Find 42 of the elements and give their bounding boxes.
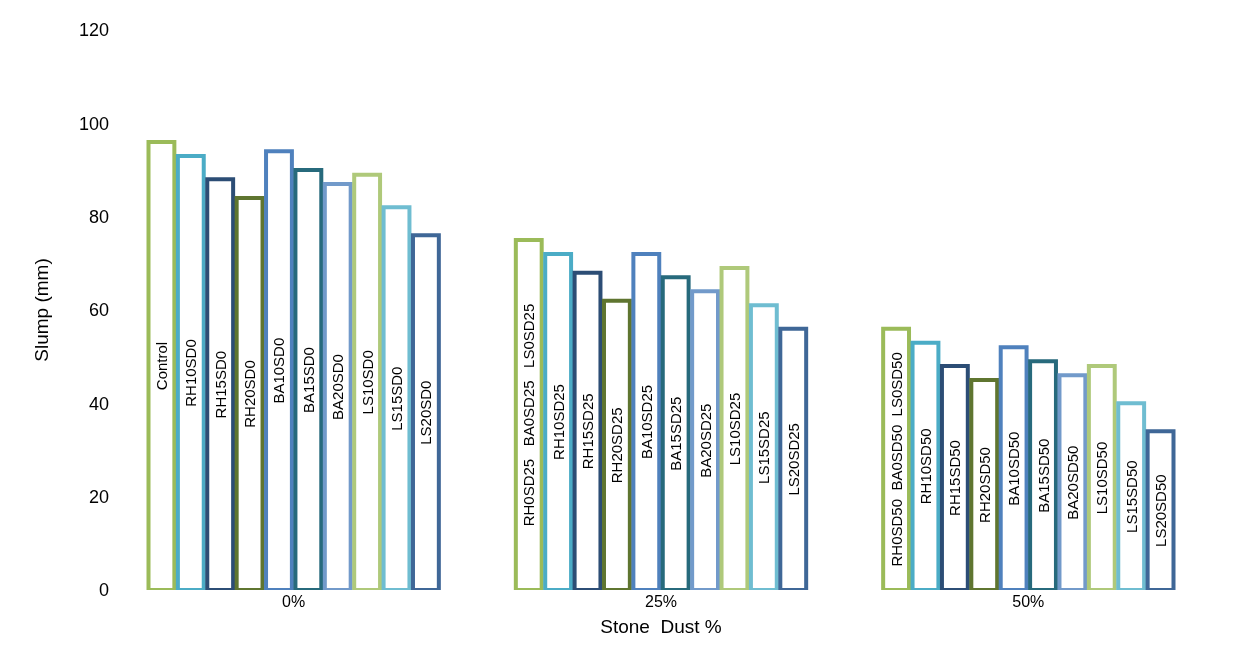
- data-label: RH15SD50: [946, 440, 964, 516]
- y-tick-label: 80: [88, 206, 109, 227]
- data-label: RH10SD0: [182, 339, 200, 407]
- data-label: BA20SD0: [329, 354, 347, 420]
- y-tick-label: 20: [88, 486, 109, 507]
- y-tick-label: 60: [88, 300, 109, 321]
- y-tick-label: 100: [78, 113, 109, 134]
- data-label: RH10SD50: [916, 428, 934, 505]
- data-label: RH20SD25: [608, 407, 626, 484]
- x-tick-label: 50%: [1012, 593, 1045, 610]
- data-label: LS20SD50: [1152, 474, 1170, 547]
- data-label: LS10SD25: [725, 392, 743, 466]
- y-tick-label: 0: [98, 580, 109, 601]
- data-label: BA10SD50: [1005, 431, 1023, 506]
- data-label: RH15SD25: [579, 393, 597, 470]
- data-label: BA15SD50: [1034, 438, 1052, 513]
- y-axis-title: Slump (mm): [30, 258, 52, 362]
- data-label: RH20SD50: [975, 447, 993, 523]
- data-label: BA10SD25: [637, 384, 655, 460]
- x-tick-label: 0%: [282, 593, 306, 610]
- y-tick-label: 40: [88, 393, 109, 414]
- data-label: RH0SD25 BA0SD25 LS0SD25: [520, 303, 538, 527]
- data-label: BA15SD0: [299, 347, 317, 413]
- data-label: LS15SD25: [755, 411, 773, 484]
- data-label: BA10SD0: [270, 337, 288, 404]
- data-label: RH20SD0: [241, 360, 259, 428]
- data-label: Control: [152, 341, 170, 391]
- data-label: LS20SD0: [417, 380, 435, 445]
- data-label: LS15SD0: [388, 366, 406, 431]
- data-label: LS20SD25: [784, 423, 802, 496]
- x-tick-label: 25%: [644, 593, 678, 610]
- data-label: BA20SD50: [1063, 445, 1081, 520]
- y-tick-label: 120: [78, 20, 109, 41]
- data-label: LS10SD50: [1093, 441, 1111, 515]
- data-label: LS15SD50: [1122, 460, 1140, 533]
- data-label: BA15SD25: [667, 396, 685, 471]
- x-axis-title: Stone Dust %: [600, 615, 722, 637]
- data-label: RH15SD0: [211, 350, 229, 419]
- data-label: BA20SD25: [696, 403, 714, 478]
- data-label: RH10SD25: [549, 384, 567, 460]
- data-label: RH0SD50 BA0SD50 LS0SD50: [887, 352, 905, 567]
- data-label: LS10SD0: [358, 350, 376, 415]
